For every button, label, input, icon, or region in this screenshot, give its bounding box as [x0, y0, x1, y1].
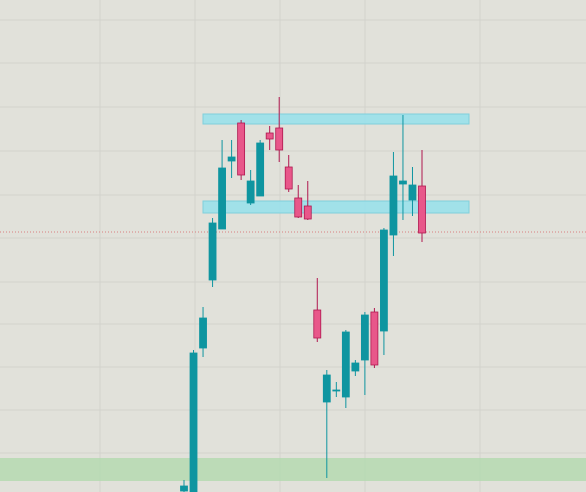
candle-body: [360, 314, 369, 361]
zone: [202, 113, 470, 125]
candle-body: [180, 485, 188, 492]
candle-body: [275, 127, 284, 151]
candle-body: [313, 309, 322, 339]
candle-body: [265, 132, 274, 140]
candle-body: [208, 222, 217, 281]
candle-body: [199, 317, 207, 349]
candle-body: [284, 166, 293, 190]
candle-body: [351, 362, 360, 372]
candle-body: [418, 185, 426, 234]
candle-body: [237, 122, 246, 176]
candle-body: [189, 352, 198, 492]
candle-body: [380, 229, 388, 332]
candle-body: [399, 180, 407, 185]
candle-body: [303, 205, 312, 220]
candle-body: [370, 311, 379, 366]
candle-body: [218, 167, 226, 230]
candle-body: [332, 389, 341, 392]
candle-body: [408, 184, 417, 201]
zone: [0, 458, 586, 481]
candle-body: [227, 156, 236, 162]
candle-body: [322, 374, 331, 403]
candle-body: [389, 175, 398, 236]
candle-body: [341, 331, 350, 398]
candle-body: [294, 197, 303, 218]
zone: [202, 200, 470, 214]
candle-body: [246, 180, 255, 204]
candle-body: [256, 142, 265, 197]
